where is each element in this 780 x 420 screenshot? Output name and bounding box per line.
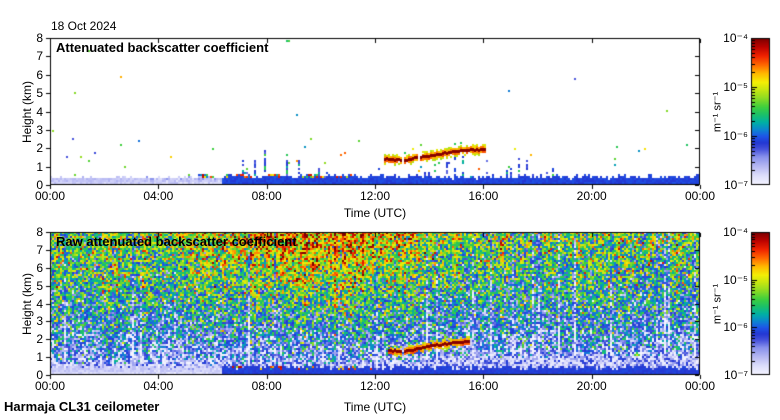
date-label: 18 Oct 2024 — [51, 19, 117, 33]
y-tick-label: 3 — [36, 122, 43, 137]
y-tick-label: 8 — [36, 31, 43, 45]
y-tick-label: 2 — [36, 141, 43, 156]
colorbar-tick-label: 10⁻⁴ — [723, 31, 748, 45]
x-tick-label: 04:00 — [143, 379, 174, 393]
x-tick-label: 08:00 — [251, 379, 282, 393]
colorbar-tick-label: 10⁻⁴ — [723, 225, 748, 239]
colorbar-tick-label: 10⁻⁶ — [723, 129, 748, 143]
x-tick-label: 12:00 — [359, 379, 391, 393]
x-tick-label: 00:00 — [684, 189, 716, 203]
colorbar-tick-label: 10⁻⁵ — [723, 80, 748, 94]
x-tick-label: 00:00 — [34, 379, 66, 393]
y-tick-label: 7 — [36, 49, 43, 64]
colorbar-tick-label: 10⁻⁵ — [723, 272, 748, 287]
instrument-label: Harmaja CL31 ceilometer — [4, 399, 160, 414]
y-tick-label: 5 — [36, 278, 43, 293]
y-tick-label: 0 — [36, 178, 43, 192]
x-tick-label: 04:00 — [143, 189, 174, 203]
y-tick-label: 6 — [36, 260, 43, 275]
y-tick-label: 1 — [36, 159, 43, 174]
panel2-title: Raw attenuated backscatter coefficient — [56, 234, 297, 249]
x-tick-label: 16:00 — [468, 189, 499, 203]
x-tick-label: 00:00 — [684, 379, 716, 393]
y-tick-label: 3 — [36, 314, 43, 329]
x-tick-label: 12:00 — [359, 189, 391, 203]
panel1-xaxis-label: Time (UTC) — [343, 206, 407, 220]
y-tick-label: 2 — [36, 332, 43, 347]
y-tick-label: 6 — [36, 67, 43, 82]
y-tick-label: 4 — [36, 296, 43, 311]
panel2-yaxis-label: Height (km) — [20, 272, 34, 336]
panel1-yaxis-label: Height (km) — [20, 80, 34, 144]
colorbar-tick-label: 10⁻⁷ — [723, 368, 748, 382]
panel2-colorbar-unit: m⁻¹ sr⁻¹ — [711, 283, 724, 325]
y-tick-label: 5 — [36, 86, 43, 101]
panel1-colorbar-unit: m⁻¹ sr⁻¹ — [711, 91, 724, 133]
x-tick-label: 00:00 — [34, 189, 66, 203]
y-tick-label: 8 — [36, 225, 43, 239]
y-tick-label: 0 — [36, 368, 43, 382]
panel2-xaxis-label: Time (UTC) — [343, 400, 407, 414]
colorbar-tick-label: 10⁻⁶ — [723, 320, 748, 335]
y-tick-label: 7 — [36, 242, 43, 257]
y-tick-label: 4 — [36, 104, 43, 119]
x-tick-label: 20:00 — [576, 189, 607, 203]
panel1-title: Attenuated backscatter coefficient — [56, 40, 269, 55]
x-tick-label: 20:00 — [576, 379, 607, 393]
colorbar-tick-label: 10⁻⁷ — [723, 178, 748, 192]
x-tick-label: 08:00 — [251, 189, 282, 203]
y-tick-label: 1 — [36, 350, 43, 365]
x-tick-label: 16:00 — [468, 379, 499, 393]
